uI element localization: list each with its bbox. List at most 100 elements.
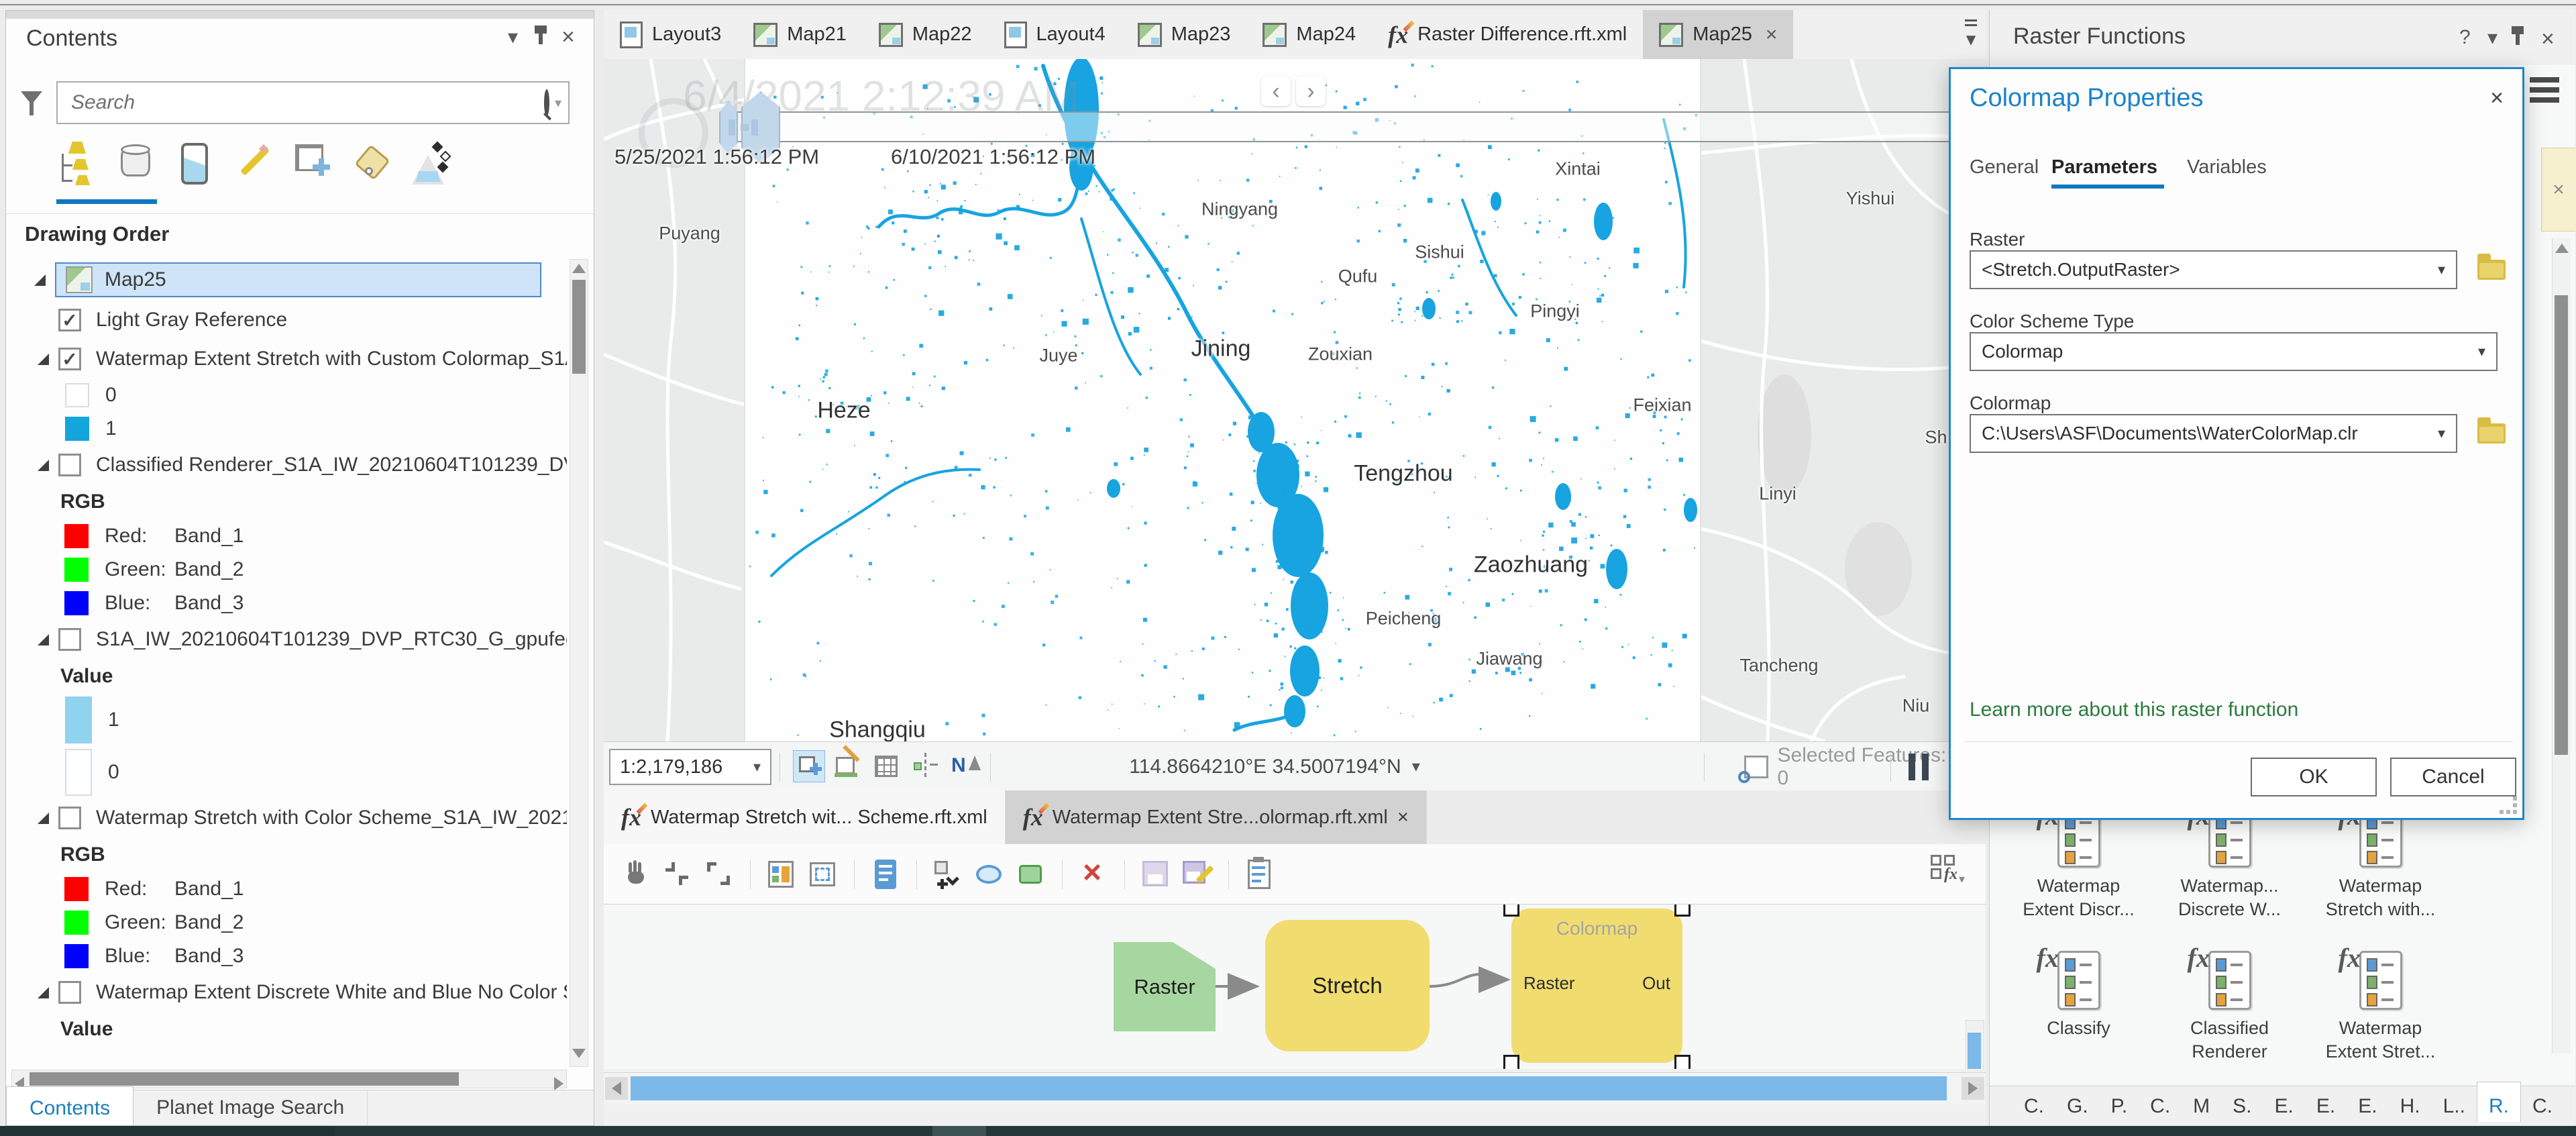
- script-icon[interactable]: [868, 857, 903, 892]
- heading-row[interactable]: Value: [6, 659, 567, 694]
- stretch-function-node[interactable]: Stretch: [1265, 920, 1430, 1051]
- close-tab-icon[interactable]: ×: [1397, 806, 1409, 828]
- expander-icon[interactable]: [38, 459, 49, 471]
- editor-vertical-scrollbar[interactable]: [1966, 1020, 1984, 1069]
- add-ellipse-icon[interactable]: [972, 857, 1007, 892]
- delete-icon[interactable]: ×: [1076, 855, 1111, 892]
- coordinates-readout[interactable]: 114.8664210°E 34.5007194°N ▾: [1073, 742, 1476, 791]
- heading-row[interactable]: Value: [6, 1012, 567, 1047]
- doc-tab-map24[interactable]: Map24: [1246, 10, 1372, 59]
- rf-tab-e[interactable]: E.: [2316, 1094, 2336, 1117]
- ok-button[interactable]: OK: [2251, 758, 2377, 796]
- heading-row[interactable]: RGB: [6, 484, 567, 519]
- band-row[interactable]: Blue: Band_3: [6, 586, 567, 620]
- expander-icon[interactable]: [38, 353, 49, 365]
- band-row[interactable]: Green: Band_2: [6, 553, 567, 586]
- field-select-color-scheme-type[interactable]: Colormap ▾: [1970, 332, 2498, 371]
- map-view[interactable]: YangguPuyangNingyangXintaiYishuiSishuiQu…: [604, 59, 1949, 741]
- add-function-icon[interactable]: [930, 857, 965, 892]
- add-rectangle-icon[interactable]: [1014, 857, 1049, 892]
- rf-tab-l[interactable]: L..: [2443, 1094, 2465, 1117]
- rf-tab-c[interactable]: C.: [2532, 1094, 2553, 1117]
- swatch-row[interactable]: 0: [6, 746, 567, 798]
- expander-icon[interactable]: [38, 812, 49, 824]
- fit-view-icon[interactable]: [806, 857, 841, 892]
- close-panel-icon[interactable]: ×: [561, 24, 575, 50]
- table-add-icon[interactable]: [292, 142, 334, 189]
- layer-row[interactable]: ✓ Light Gray Reference: [6, 301, 567, 340]
- selection-handle[interactable]: [1503, 1055, 1519, 1069]
- time-step-forward-button[interactable]: ›: [1296, 76, 1326, 106]
- tab-contents[interactable]: Contents: [6, 1086, 134, 1125]
- scrollbar-thumb[interactable]: [631, 1076, 1947, 1100]
- search-options-chevron-icon[interactable]: ▾: [554, 95, 561, 111]
- swatch-row[interactable]: 1: [6, 694, 567, 746]
- pan-icon[interactable]: [619, 857, 653, 892]
- rf-tab-e[interactable]: E.: [2274, 1094, 2294, 1117]
- editor-horizontal-scrollbar[interactable]: [604, 1072, 1986, 1104]
- selection-handle[interactable]: [1674, 905, 1690, 917]
- editor-tab-inactive[interactable]: fx Watermap Stretch wit... Scheme.rft.xml: [604, 790, 1006, 844]
- field-select-colormap[interactable]: C:\Users\ASF\Documents\WaterColorMap.clr…: [1970, 414, 2457, 453]
- tab-parameters[interactable]: Parameters: [2051, 156, 2157, 178]
- save-icon[interactable]: [1138, 857, 1173, 892]
- time-step-back-button[interactable]: ‹: [1261, 76, 1291, 106]
- tab-overflow-chevron-icon[interactable]: ▾: [1956, 10, 1986, 59]
- select-grid-icon[interactable]: [793, 750, 825, 782]
- time-slider-track[interactable]: [721, 111, 1949, 113]
- rf-tab-p[interactable]: P.: [2110, 1094, 2128, 1117]
- table-grid-icon[interactable]: [871, 750, 903, 782]
- scrollbar-thumb[interactable]: [30, 1072, 459, 1086]
- selection-handle[interactable]: [1674, 1055, 1690, 1069]
- resize-grip[interactable]: [2500, 796, 2517, 814]
- scroll-left-icon[interactable]: [605, 1077, 628, 1100]
- map-scale-select[interactable]: 1:2,179,186 ▾: [609, 749, 771, 785]
- rf-vertical-scrollbar[interactable]: [2552, 238, 2571, 1053]
- tab-general[interactable]: General: [1970, 156, 2039, 178]
- close-dialog-icon[interactable]: ×: [2490, 85, 2504, 111]
- labeling-icon[interactable]: [352, 142, 393, 189]
- rf-tab-c[interactable]: C.: [2024, 1094, 2044, 1117]
- function-grid-icon[interactable]: fx ▾: [1928, 854, 1968, 894]
- filter-icon[interactable]: [21, 91, 42, 115]
- expander-icon[interactable]: [38, 986, 49, 998]
- selected-features-indicator[interactable]: Selected Features: 0: [1738, 742, 1949, 791]
- layer-checkbox[interactable]: ✓: [58, 348, 81, 370]
- heading-row[interactable]: RGB: [6, 837, 567, 872]
- doc-tab-map25[interactable]: Map25 ×: [1643, 10, 1794, 59]
- doc-tab-raster-difference-rft-xml[interactable]: fx Raster Difference.rft.xml: [1372, 10, 1643, 59]
- colormap-function-node[interactable]: Colormap Raster Out: [1511, 909, 1682, 1063]
- layout-picture-icon[interactable]: [764, 857, 799, 892]
- field-select-raster[interactable]: <Stretch.OutputRaster> ▾: [1970, 250, 2457, 289]
- layer-row[interactable]: S1A_IW_20210604T101239_DVP_RTC30_G_gpufe…: [6, 620, 567, 659]
- search-input[interactable]: [58, 91, 544, 114]
- editor-tab-active[interactable]: fx Watermap Extent Stre...olormap.rft.xml…: [1005, 790, 1427, 844]
- sketch-icon[interactable]: [832, 745, 864, 782]
- full-extent-icon[interactable]: [702, 857, 737, 892]
- map-row[interactable]: Map25: [6, 259, 567, 301]
- time-slider-grip[interactable]: [729, 119, 759, 136]
- rf-tab-h[interactable]: H.: [2400, 1094, 2420, 1117]
- save-as-icon[interactable]: [1180, 857, 1215, 892]
- doc-tab-layout4[interactable]: Layout4: [988, 10, 1122, 59]
- tab-planet-image-search[interactable]: Planet Image Search: [133, 1090, 368, 1125]
- layer-checkbox[interactable]: [58, 454, 81, 476]
- rf-tab-c[interactable]: C.: [2150, 1094, 2171, 1117]
- rf-tab-e[interactable]: E.: [2358, 1094, 2377, 1117]
- pin-icon[interactable]: [535, 25, 547, 44]
- rf-tab-m[interactable]: M: [2193, 1094, 2210, 1117]
- selection-handle[interactable]: [1503, 905, 1519, 917]
- snapping-icon[interactable]: [910, 750, 942, 782]
- band-row[interactable]: Green: Band_2: [6, 906, 567, 939]
- scrollbar-thumb[interactable]: [1968, 1033, 1981, 1069]
- layer-row[interactable]: Watermap Stretch with Color Scheme_S1A_I…: [6, 798, 567, 837]
- cancel-button[interactable]: Cancel: [2390, 758, 2516, 796]
- properties-icon[interactable]: [1242, 856, 1277, 892]
- pause-drawing-icon[interactable]: [1909, 754, 1929, 780]
- contents-horizontal-scrollbar[interactable]: [11, 1070, 567, 1090]
- function-tile-classify[interactable]: fx Classify: [2003, 943, 2154, 1093]
- band-row[interactable]: Red: Band_1: [6, 519, 567, 553]
- doc-tab-layout3[interactable]: Layout3: [604, 10, 737, 59]
